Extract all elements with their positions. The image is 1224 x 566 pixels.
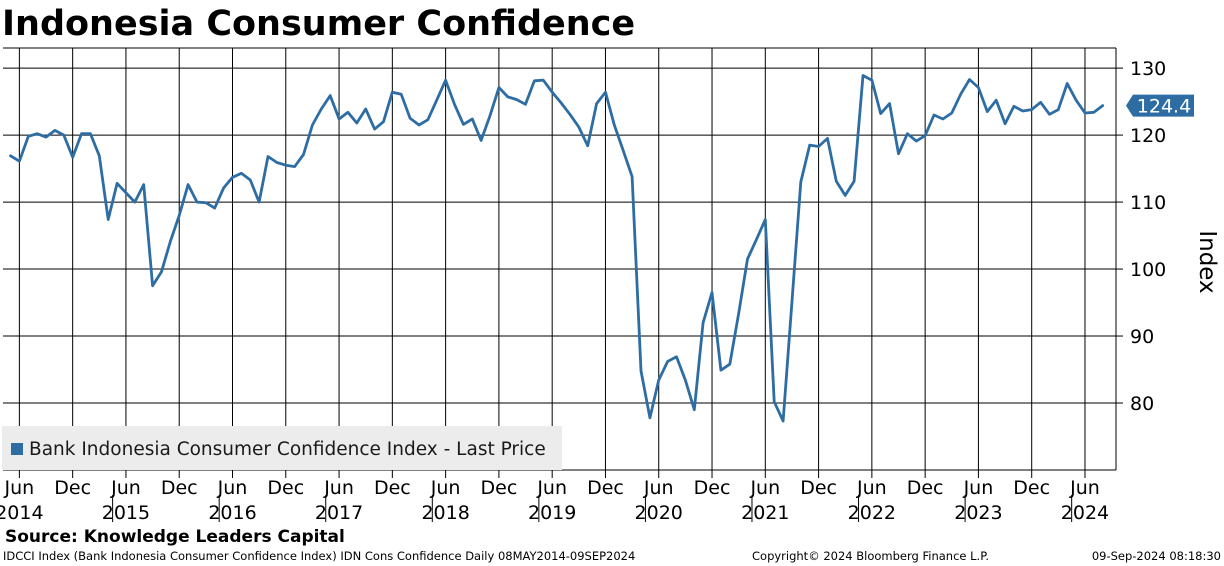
x-year-label: 2021 <box>741 502 789 524</box>
x-tick-label: Jun <box>430 477 461 499</box>
y-tick-label: 80 <box>1130 393 1154 415</box>
x-year-label: 2024 <box>1061 502 1109 524</box>
x-year-label: 2022 <box>848 502 896 524</box>
last-value-marker: 124.4 <box>1126 94 1194 118</box>
x-tick-label: Jun <box>643 477 674 499</box>
x-year-label: 2020 <box>635 502 683 524</box>
y-tick-label: 110 <box>1130 192 1166 214</box>
footer-timestamp: 09-Sep-2024 08:18:30 <box>1091 549 1221 563</box>
legend-background <box>2 426 562 470</box>
y-tick-label: 90 <box>1130 326 1154 348</box>
x-tick-label: Jun <box>217 477 248 499</box>
legend: Bank Indonesia Consumer Confidence Index… <box>2 426 562 470</box>
legend-label: Bank Indonesia Consumer Confidence Index… <box>29 439 546 460</box>
y-tick-label: 120 <box>1130 125 1166 147</box>
y-tick-label: 130 <box>1130 58 1166 80</box>
x-year-label: 2017 <box>315 502 363 524</box>
x-year-label: 2014 <box>0 502 44 524</box>
footer-series-info: IDCCI Index (Bank Indonesia Consumer Con… <box>3 549 636 563</box>
x-year-label: 2015 <box>102 502 150 524</box>
x-tick-label: Dec <box>907 477 944 499</box>
x-tick-label: Dec <box>267 477 304 499</box>
source-note: Source: Knowledge Leaders Capital <box>5 527 345 547</box>
legend-swatch <box>11 443 23 455</box>
series-line <box>9 74 1105 423</box>
x-tick-label: Jun <box>963 477 994 499</box>
horizontal-gridlines <box>3 67 1116 404</box>
x-tick-label: Jun <box>749 477 780 499</box>
x-tick-label: Jun <box>110 477 141 499</box>
x-tick-label: Jun <box>323 477 354 499</box>
x-tick-label: Jun <box>536 477 567 499</box>
y-axis-label: Index <box>1194 230 1220 293</box>
series-layer <box>9 74 1105 423</box>
x-tick-label: Dec <box>800 477 837 499</box>
footer-copyright: Copyright© 2024 Bloomberg Finance L.P. <box>752 549 989 563</box>
x-tick-label: Dec <box>587 477 624 499</box>
x-tick-label: Jun <box>856 477 887 499</box>
x-tick-label: Dec <box>1013 477 1050 499</box>
x-tick-label: Jun <box>4 477 35 499</box>
x-tick-label: Dec <box>54 477 91 499</box>
x-year-label: 2019 <box>528 502 576 524</box>
x-tick-label: Dec <box>694 477 731 499</box>
x-tick-label: Dec <box>161 477 198 499</box>
x-year-label: 2023 <box>954 502 1002 524</box>
y-tick-label: 100 <box>1130 259 1166 281</box>
x-tick-label: Jun <box>1069 477 1100 499</box>
x-year-label: 2018 <box>421 502 469 524</box>
y-axis-ticks: 80 90 100 110 120 130 <box>1116 58 1166 415</box>
x-axis-ticks: Jun Dec Jun Dec Jun Dec Jun Dec Jun Dec Jun Dec Jun D… <box>0 470 1109 524</box>
vertical-gridlines <box>18 48 1086 470</box>
chart-title: Indonesia Consumer Confidence <box>2 4 636 44</box>
last-value-box <box>1126 94 1194 117</box>
plot-frame <box>3 47 1117 471</box>
x-tick-label: Dec <box>481 477 518 499</box>
last-value-text: 124.4 <box>1137 96 1191 118</box>
x-tick-label: Dec <box>374 477 411 499</box>
x-year-label: 2016 <box>208 502 256 524</box>
